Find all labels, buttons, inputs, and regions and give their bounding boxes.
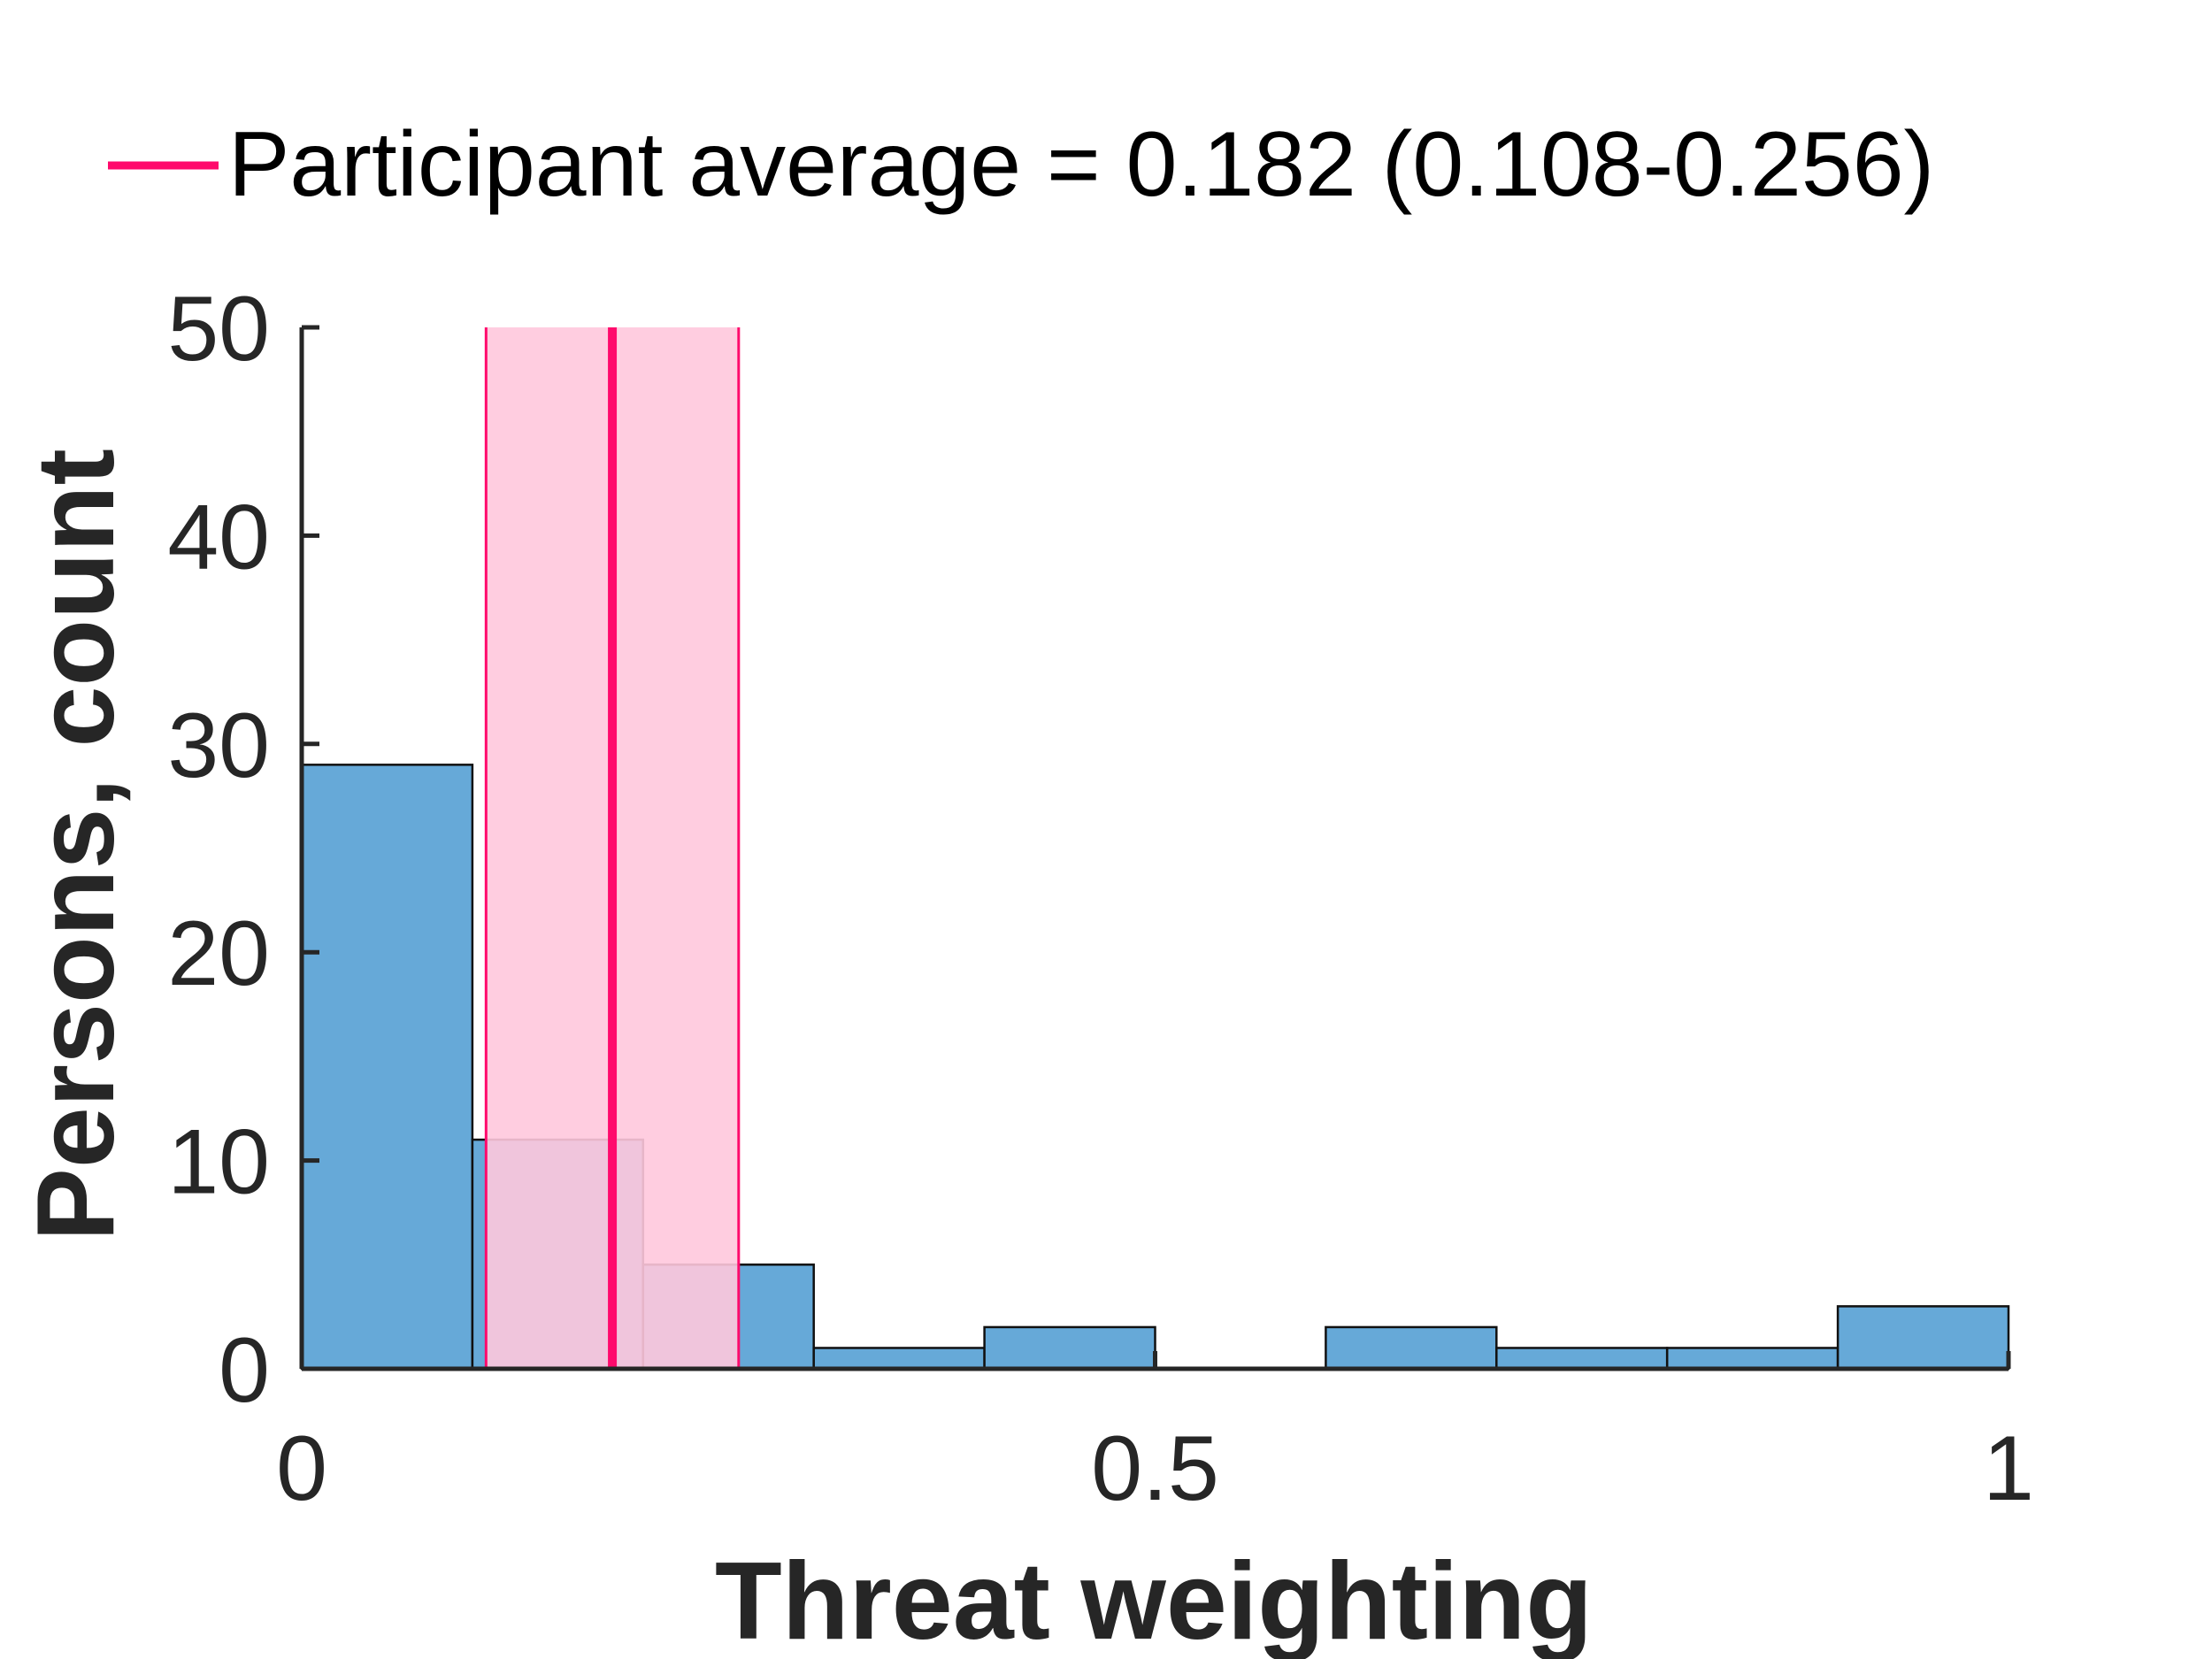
axes: 0 10 20 30 40 50 0 0.5 1 (167, 278, 2034, 1520)
histogram-bar (983, 1325, 1156, 1371)
histogram-bar (1836, 1305, 2010, 1371)
histogram-bar (1495, 1347, 1669, 1371)
x-tick-label: 0.5 (1091, 1417, 1219, 1520)
legend: Participant average = 0.182 (0.108-0.256… (108, 113, 1934, 216)
y-tick-label: 50 (167, 278, 270, 380)
y-axis-label: Persons, count (15, 449, 137, 1241)
x-axis-label: Threat weighting (715, 1540, 1593, 1659)
y-tick-label: 0 (219, 1319, 270, 1422)
confidence-interval-band (484, 327, 741, 1369)
x-tick-label: 0 (276, 1417, 327, 1520)
y-tick-label: 20 (167, 902, 270, 1005)
histogram-bar (1665, 1347, 1839, 1371)
y-tick-label: 40 (167, 486, 270, 588)
plot-area: 0 10 20 30 40 50 0 0.5 1 (167, 278, 2034, 1520)
y-tick-label: 30 (167, 695, 270, 797)
histogram-bar (812, 1347, 986, 1371)
y-tick-label: 10 (167, 1111, 270, 1214)
histogram-bar (1325, 1325, 1498, 1371)
legend-label: Participant average = 0.182 (0.108-0.256… (228, 113, 1934, 216)
histogram-bar (300, 764, 474, 1371)
x-tick-label: 1 (1983, 1417, 2034, 1520)
